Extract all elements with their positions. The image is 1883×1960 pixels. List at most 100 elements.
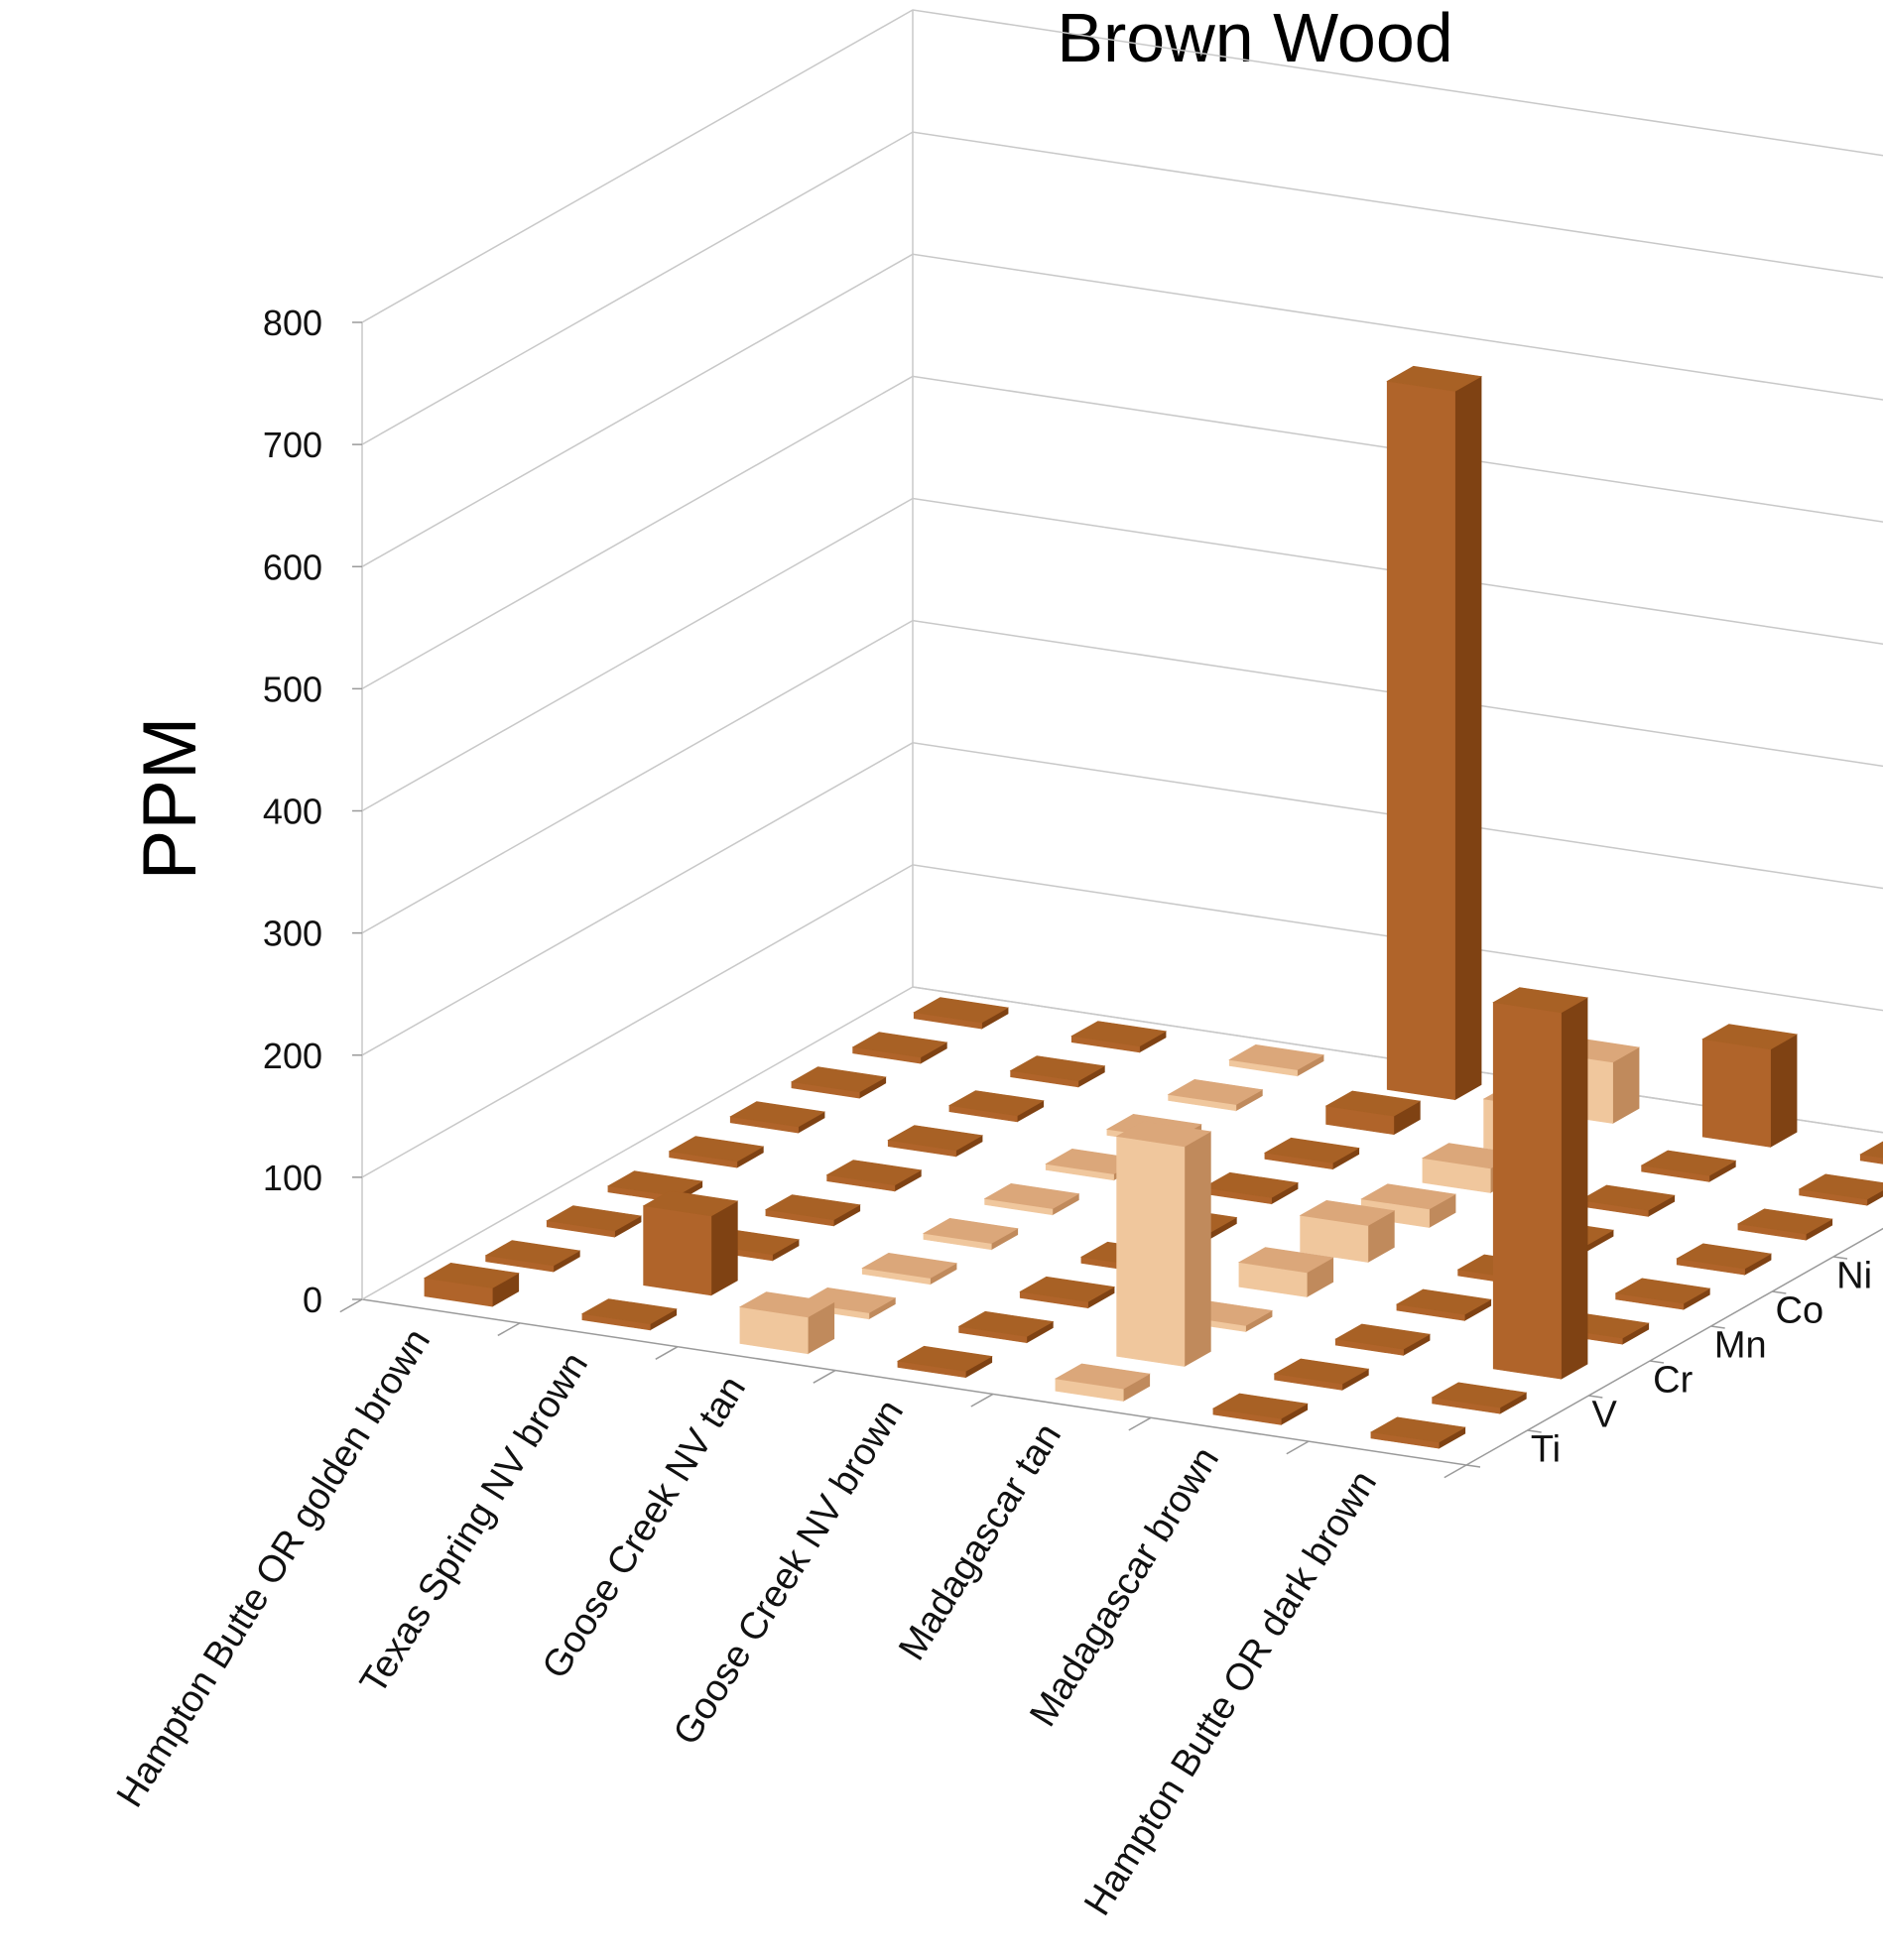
chart-walls: [361, 9, 1883, 1466]
y-tick-labels: 0 100 200 300 400 500 600 700 800: [263, 303, 362, 1320]
bar-top: [913, 997, 1010, 1024]
bar-top: [887, 1125, 984, 1152]
bar-top: [947, 1090, 1045, 1117]
bar-texas-spring-nv-brown-u: [1009, 1055, 1106, 1088]
bar-hampton-butte-or-golden-brown-cu: [790, 1066, 887, 1099]
bar-hampton-butte-or-golden-brown-v: [484, 1240, 581, 1273]
bar-top: [764, 1194, 861, 1221]
bar-top: [1369, 1416, 1466, 1443]
bar-madagascar-tan-ni: [1360, 1183, 1457, 1229]
bar-hampton-butte-or-dark-brown-fe: [1859, 1141, 1883, 1164]
bar-top: [423, 1262, 520, 1288]
bar-goose-creek-nv-tan-fe: [1228, 1043, 1325, 1077]
bar-top: [1736, 1208, 1833, 1235]
bar-goose-creek-nv-tan-u: [1167, 1078, 1264, 1112]
bar-top: [1676, 1243, 1773, 1270]
bar-texas-spring-nv-brown-co: [825, 1160, 923, 1192]
y-tick-label: 300: [263, 914, 322, 954]
bar-top: [1859, 1141, 1883, 1159]
bar-hampton-butte-or-golden-brown-co: [668, 1136, 765, 1168]
element-label: Ni: [1836, 1256, 1872, 1297]
x-tick-mark: [1444, 1464, 1467, 1479]
bar-madagascar-tan-mn: [1237, 1247, 1334, 1298]
bar-madagascar-tan-ti: [1054, 1363, 1151, 1403]
bar-side: [710, 1200, 738, 1296]
bar-hampton-butte-or-dark-brown-ti: [1369, 1416, 1466, 1449]
bar-top: [1492, 987, 1589, 1014]
bar-goose-creek-nv-tan-mn: [922, 1217, 1019, 1251]
bar-hampton-butte-or-golden-brown-ni: [729, 1101, 826, 1134]
bars: [423, 365, 1883, 1449]
bar-top: [1360, 1183, 1457, 1210]
bar-goose-creek-nv-brown-ti: [896, 1345, 993, 1379]
bar-top: [922, 1217, 1019, 1244]
bar-hampton-butte-or-dark-brown-co: [1614, 1278, 1711, 1310]
z-tick-mark: [1832, 1256, 1848, 1260]
bar-top: [1578, 1184, 1676, 1211]
bar-hampton-butte-or-dark-brown-cr: [1492, 987, 1589, 1380]
bar-side: [1770, 1034, 1798, 1148]
y-tick-label: 100: [263, 1158, 322, 1198]
x-tick-mark: [1286, 1440, 1310, 1455]
bar-goose-creek-nv-tan-ti: [738, 1291, 835, 1355]
bar-texas-spring-nv-brown-ti: [580, 1298, 678, 1331]
bar-top: [729, 1101, 826, 1128]
bar-top: [1640, 1150, 1737, 1176]
bar-side: [1184, 1131, 1211, 1368]
gridline: [361, 742, 1883, 1056]
bar-madagascar-tan-v: [1115, 1121, 1212, 1368]
bar-texas-spring-nv-brown-ni: [887, 1125, 984, 1158]
x-tick-mark: [970, 1393, 994, 1408]
bar-top: [1019, 1276, 1116, 1302]
bar-front: [1701, 1039, 1771, 1148]
bar-texas-spring-nv-brown-v: [642, 1190, 739, 1296]
bar-hampton-butte-or-dark-brown-v: [1431, 1382, 1528, 1414]
bar-top: [1009, 1055, 1106, 1082]
bar-top: [957, 1310, 1055, 1337]
bar-top: [546, 1205, 643, 1232]
bar-top: [983, 1182, 1080, 1209]
y-axis-label: PPM: [128, 717, 212, 881]
bar-side: [1561, 997, 1588, 1380]
bar-madagascar-brown-u: [1640, 1150, 1737, 1182]
bar-front: [643, 1205, 712, 1296]
bar-top: [1228, 1043, 1325, 1070]
bar-top: [1334, 1323, 1432, 1350]
gridline: [361, 131, 1883, 445]
bar-top: [861, 1252, 958, 1279]
bar-top: [1211, 1393, 1309, 1419]
bar-hampton-butte-or-golden-brown-fe: [913, 997, 1010, 1030]
bar-top: [1202, 1171, 1300, 1198]
sample-label: Goose Creek NV tan: [535, 1369, 754, 1686]
bar-top: [1431, 1382, 1528, 1409]
z-tick-mark: [1649, 1360, 1665, 1364]
sample-label: Hampton Butte OR dark brown: [1076, 1464, 1385, 1923]
z-tick-mark: [1527, 1429, 1542, 1433]
element-label: Co: [1776, 1290, 1824, 1332]
bar-hampton-butte-or-dark-brown-u: [1798, 1173, 1883, 1206]
bar-top: [1237, 1247, 1334, 1274]
bar-hampton-butte-or-golden-brown-ti: [423, 1262, 520, 1307]
bar-top: [580, 1298, 678, 1325]
bar-top: [642, 1190, 739, 1217]
bar-top: [1273, 1358, 1370, 1385]
bar-side: [1454, 375, 1482, 1101]
x-tick-mark: [655, 1346, 679, 1360]
bar-top: [1299, 1199, 1396, 1226]
bar-top: [1386, 365, 1483, 392]
bar-goose-creek-nv-brown-u: [1324, 1090, 1422, 1136]
element-label: Mn: [1714, 1325, 1767, 1367]
y-tick-label: 200: [263, 1036, 322, 1076]
bar-top: [1167, 1078, 1264, 1105]
bar-madagascar-brown-v: [1273, 1358, 1370, 1391]
x-tick-mark: [497, 1322, 521, 1337]
element-label: V: [1592, 1395, 1618, 1436]
y-tick-label: 0: [303, 1280, 322, 1320]
bar-goose-creek-nv-tan-cr: [861, 1252, 958, 1286]
x-tick-mark: [813, 1369, 836, 1384]
bar-top: [1070, 1021, 1168, 1047]
bar-top: [1263, 1137, 1360, 1164]
bar-madagascar-brown-ti: [1211, 1393, 1309, 1425]
